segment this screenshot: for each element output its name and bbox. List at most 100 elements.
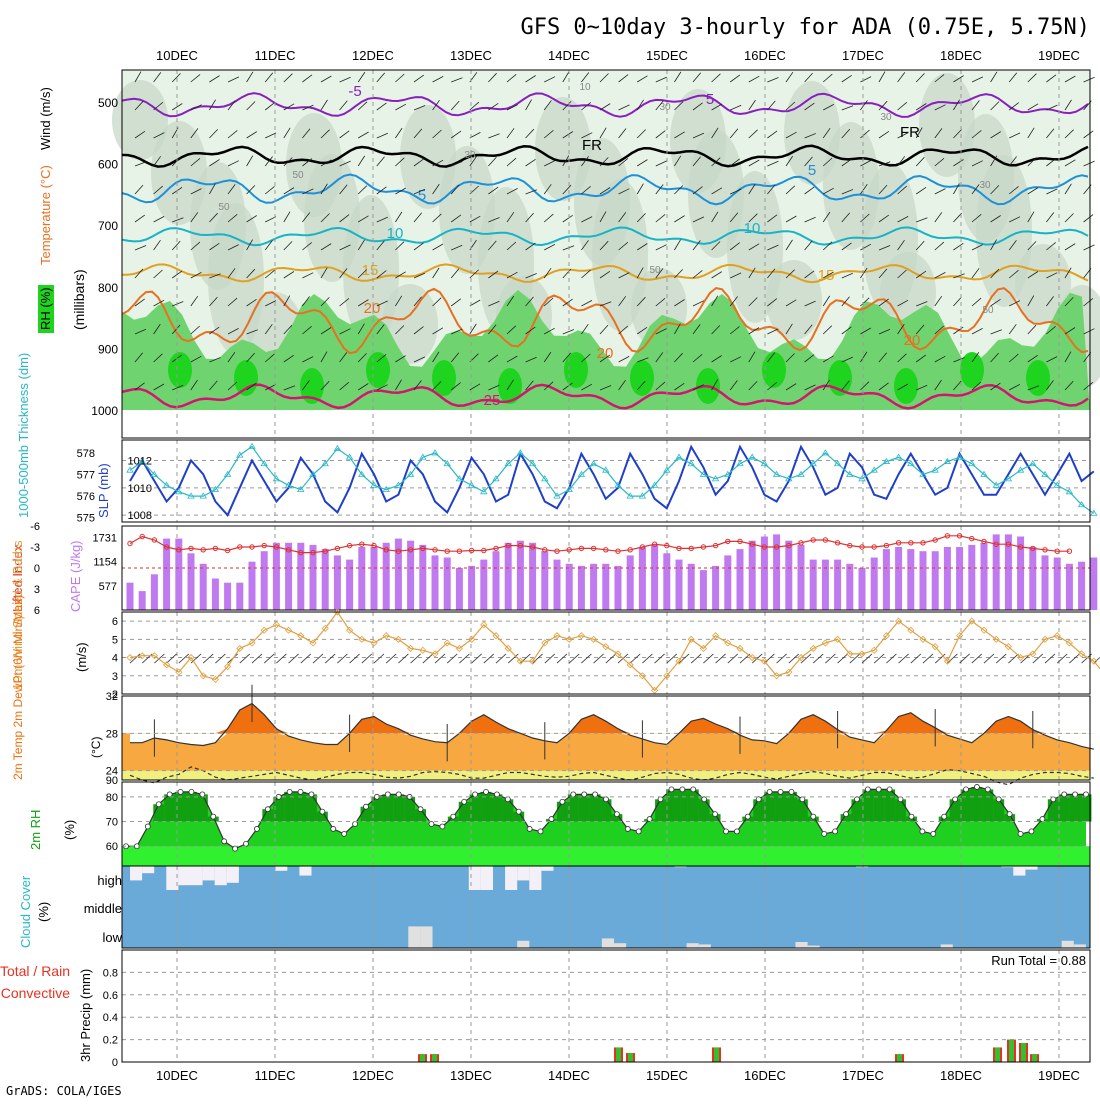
wind-barb-10m xyxy=(886,653,897,664)
cape-bar xyxy=(1041,555,1049,610)
thickness-point xyxy=(1041,470,1049,477)
cape-bar xyxy=(1004,534,1012,610)
wind-barb-10m xyxy=(446,653,458,664)
wind-barb xyxy=(823,104,834,111)
wind-barb xyxy=(990,329,1002,335)
wind-barb xyxy=(413,272,426,279)
wind-panel-frame xyxy=(121,611,1091,695)
wind-barb xyxy=(599,103,611,111)
lifted-index-point xyxy=(529,544,536,550)
thickness-point xyxy=(858,475,866,482)
thickness-point xyxy=(602,466,610,473)
rh2m-high-cell xyxy=(687,789,699,822)
wind-barb xyxy=(209,159,220,167)
wind-barb xyxy=(488,186,499,195)
thickness-point xyxy=(333,444,342,452)
wind-barb xyxy=(264,269,275,279)
wind-barb xyxy=(822,73,833,83)
wind-tick: 3 xyxy=(112,671,118,683)
lifted-index-point xyxy=(834,540,841,546)
wind-barb xyxy=(1046,380,1054,391)
wind-barb xyxy=(432,243,444,251)
wind-barb xyxy=(990,101,1000,111)
lifted-index-point xyxy=(1066,548,1073,554)
wind-barb-10m xyxy=(154,653,165,664)
wind-barb xyxy=(302,356,314,363)
wind-barb xyxy=(748,159,760,167)
wind-barb xyxy=(990,298,1001,307)
wind-barb xyxy=(897,156,906,167)
wind-barb xyxy=(767,160,779,167)
wind-speed-point xyxy=(260,626,268,634)
wind-barb xyxy=(860,76,872,83)
cape-bar xyxy=(602,563,610,610)
precip-legend-total: Total / Rain xyxy=(0,963,70,979)
rh2m-high-cell xyxy=(1004,814,1016,822)
wind-barb xyxy=(674,299,685,307)
cape-bar xyxy=(150,574,158,610)
cape-bar xyxy=(163,538,171,610)
wind-barb xyxy=(897,383,909,391)
wind-barb xyxy=(264,186,275,195)
wind-barb xyxy=(990,268,1000,279)
wind-barb xyxy=(767,77,779,83)
wind-barb xyxy=(915,324,925,335)
wind-speed-point xyxy=(321,624,329,632)
wind-barb xyxy=(953,242,964,251)
thickness-point xyxy=(1077,500,1086,508)
temp-tick: 90 xyxy=(106,775,118,787)
wind-barb xyxy=(730,272,742,279)
rh2m-point xyxy=(166,791,173,798)
wind-barb xyxy=(860,100,868,111)
wind-barb xyxy=(209,212,218,223)
rh2m-point xyxy=(723,828,729,835)
below-surface xyxy=(122,410,1090,438)
wind-speed-point xyxy=(748,653,756,662)
lifted-index-point xyxy=(1042,547,1048,553)
lifted-index-point xyxy=(127,540,133,547)
cape-bar xyxy=(663,553,671,610)
wind-barb-10m xyxy=(861,653,873,664)
wind-barb xyxy=(785,101,796,111)
wind-barb-10m xyxy=(361,653,373,664)
rh2m-point xyxy=(646,816,653,822)
wind-barb xyxy=(320,297,330,307)
thickness-point xyxy=(431,449,439,456)
wind-barb xyxy=(172,301,184,307)
thickness-point xyxy=(1065,488,1074,495)
wind-barb xyxy=(376,186,387,195)
lifted-index-point xyxy=(566,547,572,553)
lifted-index-point xyxy=(676,545,682,552)
wind-barb xyxy=(450,382,461,391)
cloud-high-bar xyxy=(517,866,530,881)
lifted-index-point xyxy=(603,547,609,553)
wind-speed-point xyxy=(553,632,561,640)
wind-barb xyxy=(1064,75,1076,83)
wind-speed-point xyxy=(431,650,439,658)
wind-speed-point xyxy=(285,626,293,634)
wind-barb xyxy=(153,323,161,335)
rh2m-point xyxy=(210,813,217,820)
cloud-high-bar xyxy=(541,866,554,871)
wind-barb xyxy=(153,72,162,83)
rh-90-region xyxy=(432,360,456,396)
wind-barb xyxy=(339,244,351,251)
wind-barb xyxy=(655,244,667,251)
wind-barb xyxy=(506,104,518,111)
cape-bar xyxy=(248,561,256,610)
wind-barb xyxy=(674,239,681,251)
temperature-contour xyxy=(121,92,1089,118)
wind-barb xyxy=(246,71,254,83)
wind-barb xyxy=(581,102,591,111)
wind-barb xyxy=(376,156,385,167)
wind-barb xyxy=(748,351,756,363)
wind-speed-point xyxy=(626,661,634,669)
wind-barb xyxy=(357,215,369,223)
rh2m-point xyxy=(1050,796,1057,803)
wind-barb xyxy=(413,296,422,307)
lifted-index-point xyxy=(1030,545,1036,552)
rh2m-point xyxy=(952,796,958,803)
wind-barb-10m xyxy=(642,653,653,664)
wind-barb xyxy=(934,325,944,335)
lifted-index-point xyxy=(188,545,194,552)
